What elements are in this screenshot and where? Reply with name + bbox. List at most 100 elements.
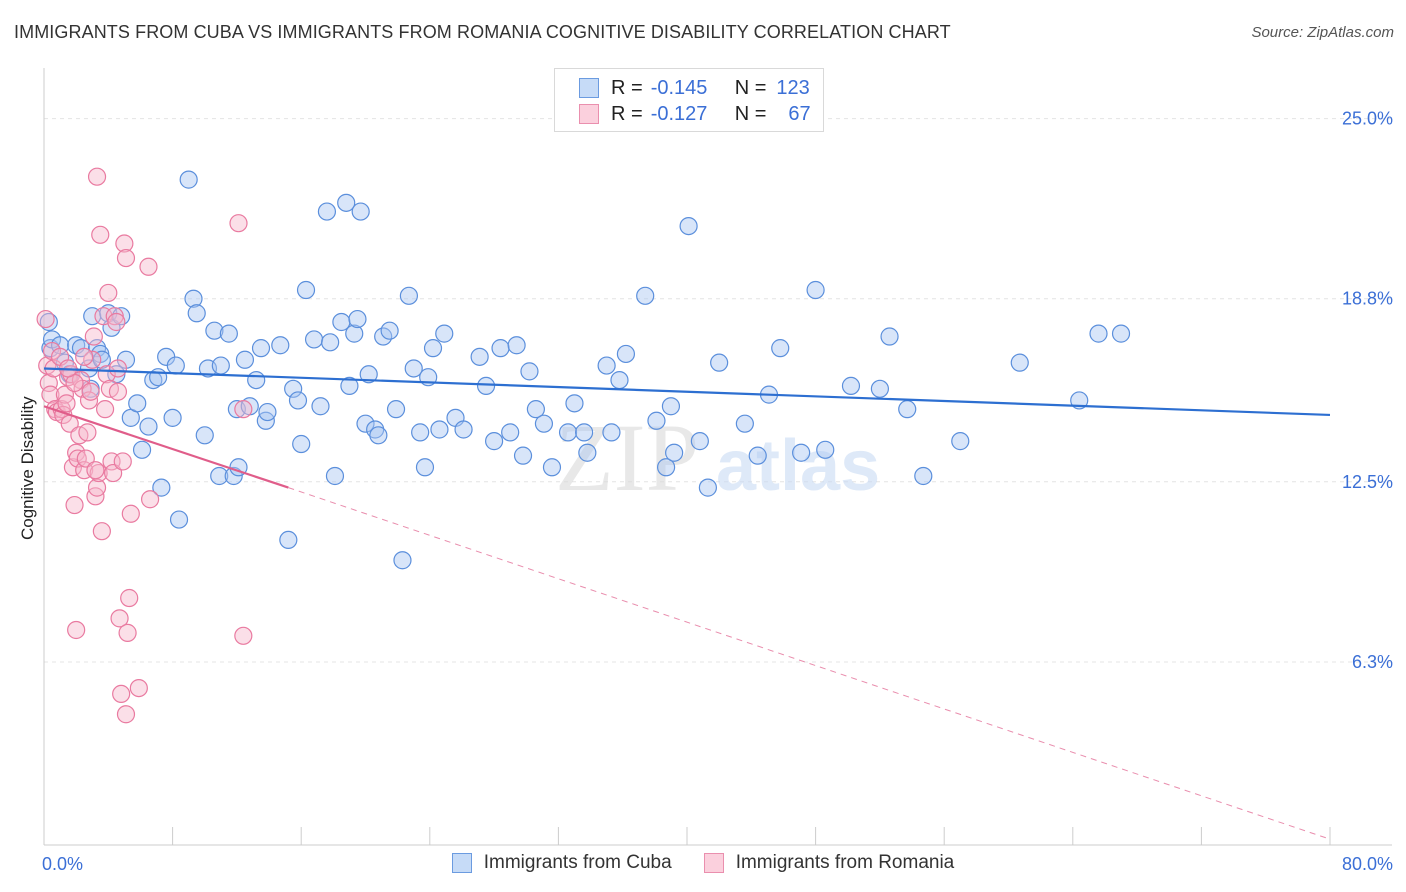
romania-point xyxy=(121,504,140,523)
y-axis-label-wrap: Cognitive Disability xyxy=(18,396,38,710)
cuba-point xyxy=(345,324,364,343)
romania-point xyxy=(57,394,76,413)
romania-point xyxy=(139,257,158,276)
cuba-point xyxy=(340,376,359,396)
cuba-point xyxy=(279,530,298,550)
y-tick-label: 6.3% xyxy=(1352,652,1393,672)
cuba-point xyxy=(542,458,562,477)
cuba-point xyxy=(558,423,578,442)
legend-r-label: R = xyxy=(611,76,643,99)
romania-point xyxy=(84,327,103,346)
cuba-point xyxy=(139,417,158,436)
cuba-point xyxy=(258,402,277,422)
source-attribution: Source: ZipAtlas.com xyxy=(1251,24,1394,41)
cuba-point xyxy=(435,324,454,343)
romania-point xyxy=(67,620,86,640)
cuba-point xyxy=(710,353,729,372)
romania-trend-extension xyxy=(288,487,1331,840)
cuba-point xyxy=(454,420,473,439)
romania-point xyxy=(234,626,253,645)
correlation-legend: R = -0.145 N = 123 R = -0.127 N = 67 xyxy=(554,68,824,132)
cuba-point xyxy=(359,365,378,384)
watermark: ZIP atlas xyxy=(555,404,880,511)
cuba-point xyxy=(951,432,970,451)
romania-trend-line xyxy=(43,405,289,489)
cuba-point xyxy=(898,400,917,419)
romania-point xyxy=(116,705,136,724)
cuba-point xyxy=(526,400,545,419)
cuba-point xyxy=(507,336,526,355)
gridlines xyxy=(44,118,1392,663)
cuba-point xyxy=(187,304,206,323)
cuba-point xyxy=(665,443,684,462)
cuba-point xyxy=(430,420,449,439)
romania-point xyxy=(112,684,131,704)
cuba-point xyxy=(470,347,489,366)
trend-lines xyxy=(43,367,1331,840)
romania-point xyxy=(116,248,136,268)
cuba-point xyxy=(296,280,316,300)
cuba-point xyxy=(163,408,182,427)
cuba-point xyxy=(841,376,861,396)
cuba-point xyxy=(914,466,933,486)
romania-point xyxy=(63,458,83,477)
y-tick-label: 12.5% xyxy=(1342,472,1393,492)
cuba-point xyxy=(92,350,111,369)
romania-point xyxy=(107,312,126,332)
cuba-point xyxy=(575,423,594,442)
romania-point xyxy=(104,463,123,483)
cuba-point xyxy=(1111,324,1131,343)
cuba-point xyxy=(399,286,419,305)
series-legend: Immigrants from Cuba Immigrants from Rom… xyxy=(0,852,1406,874)
cuba-point xyxy=(534,414,554,433)
cuba-point xyxy=(616,344,636,364)
cuba-point xyxy=(55,353,74,372)
legend-swatch-romania xyxy=(703,853,724,873)
x-tick-label: 0.0% xyxy=(42,854,83,874)
cuba-point xyxy=(317,202,337,221)
cuba-point xyxy=(311,397,330,416)
cuba-point xyxy=(380,321,399,340)
romania-point xyxy=(110,609,129,628)
cuba-point xyxy=(304,330,324,349)
cuba-point xyxy=(771,339,790,358)
legend-n-label: N = xyxy=(734,102,767,125)
cuba-point xyxy=(423,339,443,358)
cuba-point xyxy=(356,414,375,433)
romania-point xyxy=(76,449,95,468)
romania-point xyxy=(65,495,84,515)
cuba-point xyxy=(404,359,423,378)
cuba-point xyxy=(816,440,835,459)
cuba-point xyxy=(1089,324,1108,343)
romania-point xyxy=(229,214,248,233)
cuba-point xyxy=(348,309,367,329)
cuba-point xyxy=(337,193,356,212)
cuba-point xyxy=(152,478,171,497)
y-axis-label: Cognitive Disability xyxy=(18,396,37,540)
cuba-point xyxy=(351,202,370,221)
romania-point xyxy=(108,382,128,401)
legend-r-value: -0.127 xyxy=(650,102,708,125)
romania-point xyxy=(81,382,100,401)
romania-point xyxy=(113,452,132,471)
legend-item-romania: Immigrants from Romania xyxy=(703,852,954,874)
cuba-point xyxy=(169,510,189,529)
cuba-point xyxy=(205,321,224,340)
cuba-point xyxy=(657,458,676,477)
cuba-point xyxy=(880,327,899,346)
cuba-point xyxy=(636,286,655,305)
legend-row-romania: R = -0.127 N = 67 xyxy=(579,102,811,126)
romania-point xyxy=(41,385,60,404)
legend-label-cuba: Immigrants from Cuba xyxy=(483,852,672,873)
legend-swatch-cuba xyxy=(451,853,472,873)
cuba-point xyxy=(112,307,131,326)
cuba-point xyxy=(565,394,584,413)
cuba-point xyxy=(748,446,767,465)
tick-labels: 6.3% 12.5% 18.8% 25.0% 0.0% 80.0% xyxy=(42,109,1393,874)
cuba-point xyxy=(602,423,621,442)
chart-title: IMMIGRANTS FROM CUBA VS IMMIGRANTS FROM … xyxy=(14,22,951,42)
cuba-point xyxy=(235,350,255,369)
watermark-atlas: atlas xyxy=(716,426,880,506)
romania-point xyxy=(91,225,110,244)
